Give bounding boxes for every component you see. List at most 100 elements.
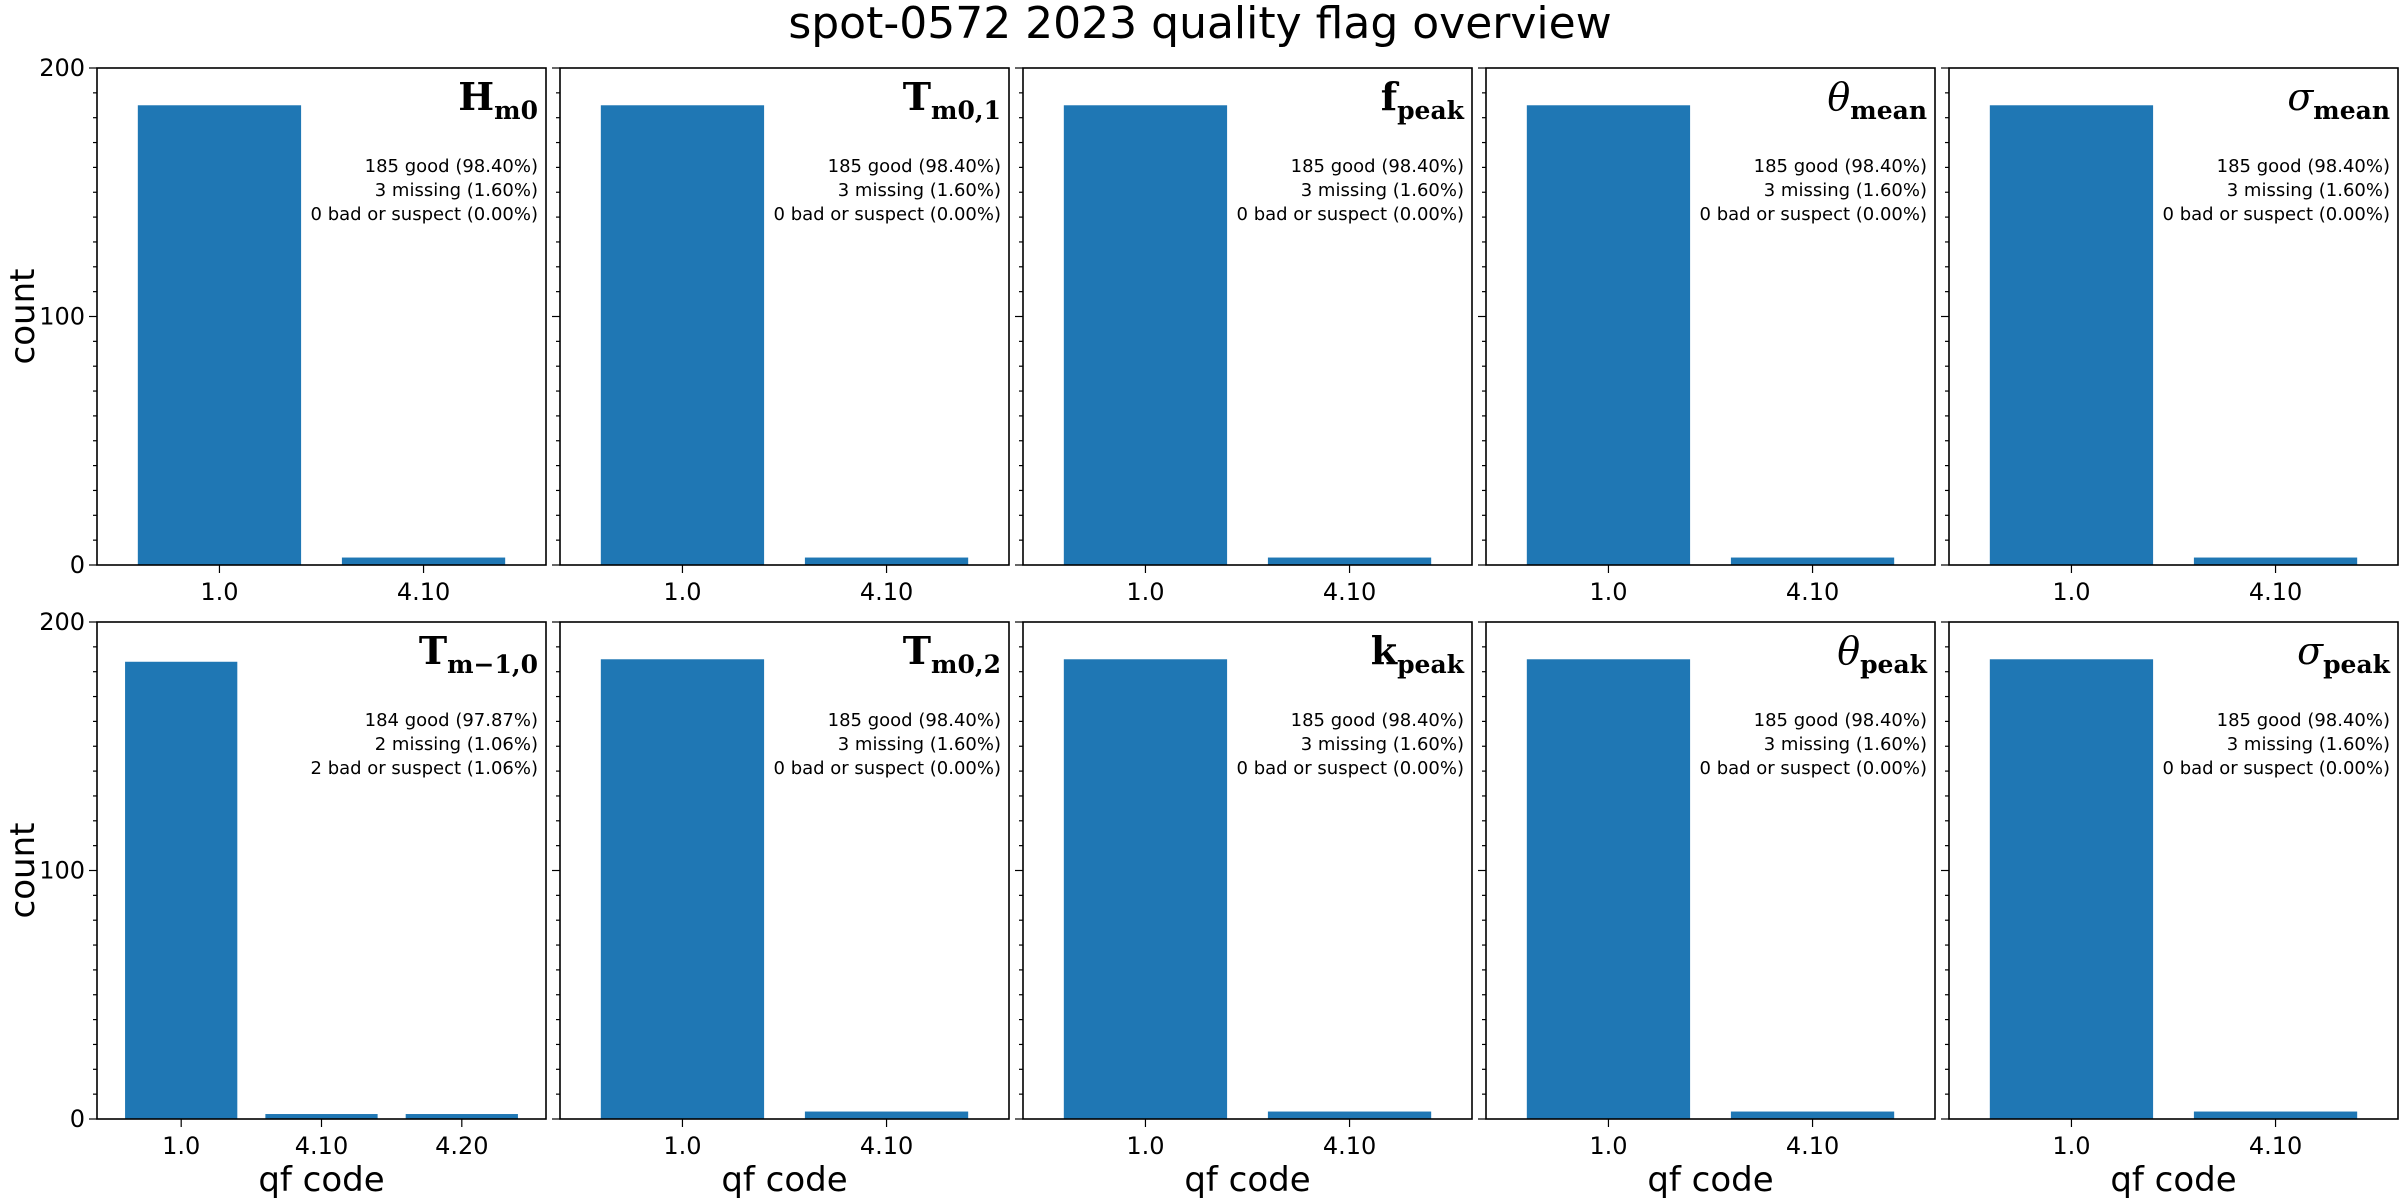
x-axis-label: qf code (258, 1160, 384, 1200)
bar-kpeak-0 (1063, 659, 1228, 1119)
variable-symbol: θ (1837, 629, 1860, 673)
panel-variable-name: Tm0,1 (903, 74, 1001, 125)
bar-Tm01-1 (804, 557, 969, 565)
stats-line: 3 missing (1.60%) (2227, 180, 2390, 201)
x-tick-label: 1.0 (162, 1132, 200, 1160)
stats-line: 2 bad or suspect (1.06%) (311, 758, 538, 779)
variable-symbol: σ (2297, 629, 2324, 673)
x-tick-label: 4.10 (397, 578, 450, 606)
variable-symbol: T (903, 74, 931, 119)
y-tick-label: 0 (70, 1105, 85, 1133)
panel-variable-name: σpeak (2297, 629, 2391, 679)
stats-line: 185 good (98.40%) (1291, 156, 1464, 177)
variable-subscript: m0,1 (931, 96, 1001, 125)
x-tick-label: 4.10 (1786, 578, 1839, 606)
x-tick-label: 1.0 (2052, 578, 2090, 606)
panel-variable-name: θmean (1827, 75, 1927, 125)
x-tick-label: 4.10 (2249, 578, 2302, 606)
stats-line: 185 good (98.40%) (828, 156, 1001, 177)
bar-Tm-10-2 (405, 1114, 518, 1119)
figure-title: spot-0572 2023 quality flag overview (788, 0, 1611, 49)
x-axis-label: qf code (721, 1160, 847, 1200)
stats-line: 0 bad or suspect (0.00%) (2163, 204, 2390, 225)
bar-Tm02-0 (600, 659, 765, 1119)
variable-symbol: T (419, 628, 447, 673)
x-tick-label: 4.10 (860, 1132, 913, 1160)
stats-line: 3 missing (1.60%) (2227, 734, 2390, 755)
panel-Tm-10: 0 100 200 1.0 4.10 4.20 count qf code Tm−1,0 184 … (3, 608, 547, 1200)
variable-symbol: H (458, 74, 494, 119)
panel-sigma_mean: 1.0 4.10 σmean 185 good (98.40%) 3 missing (… (1941, 67, 2399, 606)
panel-variable-name: Tm0,2 (903, 628, 1001, 679)
stats-line: 3 missing (1.60%) (1301, 180, 1464, 201)
x-tick-label: 1.0 (663, 578, 701, 606)
bar-theta_peak-1 (1730, 1111, 1895, 1119)
bar-theta_peak-0 (1526, 659, 1691, 1119)
panel-grid: 0 100 200 1.0 4.10 count Hm0 185 good (98.40%) 3… (3, 54, 2399, 1200)
x-tick-label: 4.10 (1323, 1132, 1376, 1160)
panel-variable-name: θpeak (1837, 629, 1927, 679)
panel-Hm0: 0 100 200 1.0 4.10 count Hm0 185 good (98.40%) 3… (3, 54, 547, 606)
variable-symbol: T (903, 628, 931, 673)
x-tick-label: 1.0 (663, 1132, 701, 1160)
variable-subscript: peak (1860, 650, 1928, 679)
y-tick-label: 200 (39, 54, 85, 82)
panel-theta_peak: 1.0 4.10 qf code θpeak 185 good (98.40%) 3 mi… (1478, 621, 1936, 1200)
y-axis-label: count (3, 269, 43, 365)
x-tick-label: 1.0 (200, 578, 238, 606)
variable-subscript: m−1,0 (447, 650, 538, 679)
variable-subscript: m0 (494, 96, 538, 125)
stats-line: 185 good (98.40%) (1291, 710, 1464, 731)
panel-fpeak: 1.0 4.10 fpeak 185 good (98.40%) 3 missing (… (1015, 67, 1473, 606)
bar-Tm02-1 (804, 1111, 969, 1119)
y-tick-label: 200 (39, 608, 85, 636)
panel-variable-name: Tm−1,0 (419, 628, 538, 679)
x-tick-label: 4.10 (860, 578, 913, 606)
stats-line: 3 missing (1.60%) (1764, 734, 1927, 755)
panel-variable-name: kpeak (1371, 628, 1465, 679)
x-tick-label: 1.0 (2052, 1132, 2090, 1160)
stats-line: 3 missing (1.60%) (838, 180, 1001, 201)
stats-line: 184 good (97.87%) (365, 710, 538, 731)
stats-line: 3 missing (1.60%) (838, 734, 1001, 755)
bar-Tm01-0 (600, 105, 765, 566)
y-tick-label: 0 (70, 551, 85, 579)
x-axis-label: qf code (2110, 1160, 2236, 1200)
stats-line: 2 missing (1.06%) (375, 734, 538, 755)
stats-line: 0 bad or suspect (0.00%) (774, 758, 1001, 779)
x-axis-label: qf code (1184, 1160, 1310, 1200)
bar-sigma_peak-0 (1989, 659, 2154, 1119)
y-tick-label: 100 (39, 303, 85, 331)
y-axis-label: count (3, 823, 43, 919)
stats-line: 0 bad or suspect (0.00%) (311, 204, 538, 225)
stats-line: 0 bad or suspect (0.00%) (1700, 204, 1927, 225)
bar-sigma_peak-1 (2193, 1111, 2358, 1119)
x-tick-label: 4.10 (295, 1132, 348, 1160)
bar-Tm-10-0 (125, 661, 238, 1119)
bar-Tm-10-1 (265, 1114, 378, 1119)
x-tick-label: 4.10 (2249, 1132, 2302, 1160)
x-axis-label: qf code (1647, 1160, 1773, 1200)
stats-line: 0 bad or suspect (0.00%) (1700, 758, 1927, 779)
panel-variable-name: σmean (2287, 75, 2390, 125)
bar-sigma_mean-0 (1989, 105, 2154, 566)
x-tick-label: 1.0 (1126, 1132, 1164, 1160)
variable-subscript: peak (1397, 650, 1465, 679)
x-tick-label: 4.10 (1323, 578, 1376, 606)
bar-theta_mean-1 (1730, 557, 1895, 565)
bar-theta_mean-0 (1526, 105, 1691, 566)
stats-line: 0 bad or suspect (0.00%) (2163, 758, 2390, 779)
variable-symbol: f (1381, 74, 1400, 119)
stats-line: 185 good (98.40%) (1754, 710, 1927, 731)
x-tick-label: 4.20 (435, 1132, 488, 1160)
variable-symbol: σ (2287, 75, 2314, 119)
variable-symbol: k (1371, 628, 1398, 673)
variable-subscript: peak (1397, 96, 1465, 125)
variable-subscript: peak (2323, 650, 2391, 679)
stats-line: 0 bad or suspect (0.00%) (774, 204, 1001, 225)
stats-line: 0 bad or suspect (0.00%) (1237, 758, 1464, 779)
x-tick-label: 1.0 (1589, 1132, 1627, 1160)
stats-line: 3 missing (1.60%) (1301, 734, 1464, 755)
x-tick-label: 1.0 (1126, 578, 1164, 606)
bar-fpeak-1 (1267, 557, 1432, 565)
